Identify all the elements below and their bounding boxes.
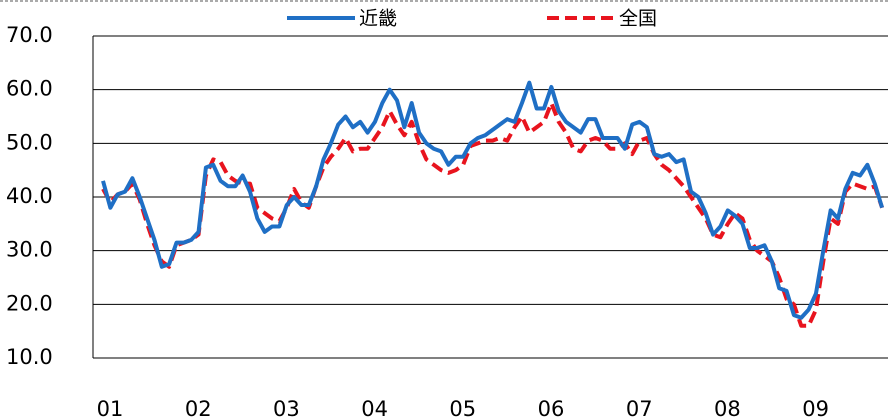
y-tick-label: 30.0	[6, 238, 53, 262]
x-tick-label: 07	[626, 397, 653, 419]
x-tick-label: 08	[714, 397, 741, 419]
x-tick-label: 06	[538, 397, 565, 419]
series-line	[101, 101, 884, 328]
y-tick-label: 20.0	[6, 291, 53, 315]
x-tick-label: 02	[185, 397, 212, 419]
y-tick-label: 60.0	[6, 77, 53, 101]
y-tick-label: 40.0	[6, 184, 53, 208]
y-tick-label: 70.0	[6, 23, 53, 47]
x-tick-label: 05	[449, 397, 476, 419]
legend-label: 全国	[619, 8, 657, 30]
series-line	[101, 80, 885, 320]
x-tick-label: 09	[802, 397, 829, 419]
x-tick-label: 03	[273, 397, 300, 419]
x-tick-label: 01	[97, 397, 124, 419]
legend: 近畿 全国	[287, 8, 657, 30]
legend-label: 近畿	[359, 8, 397, 30]
y-tick-label: 50.0	[6, 130, 53, 154]
y-tick-label: 10.0	[6, 345, 53, 369]
x-tick-label: 04	[361, 397, 388, 419]
